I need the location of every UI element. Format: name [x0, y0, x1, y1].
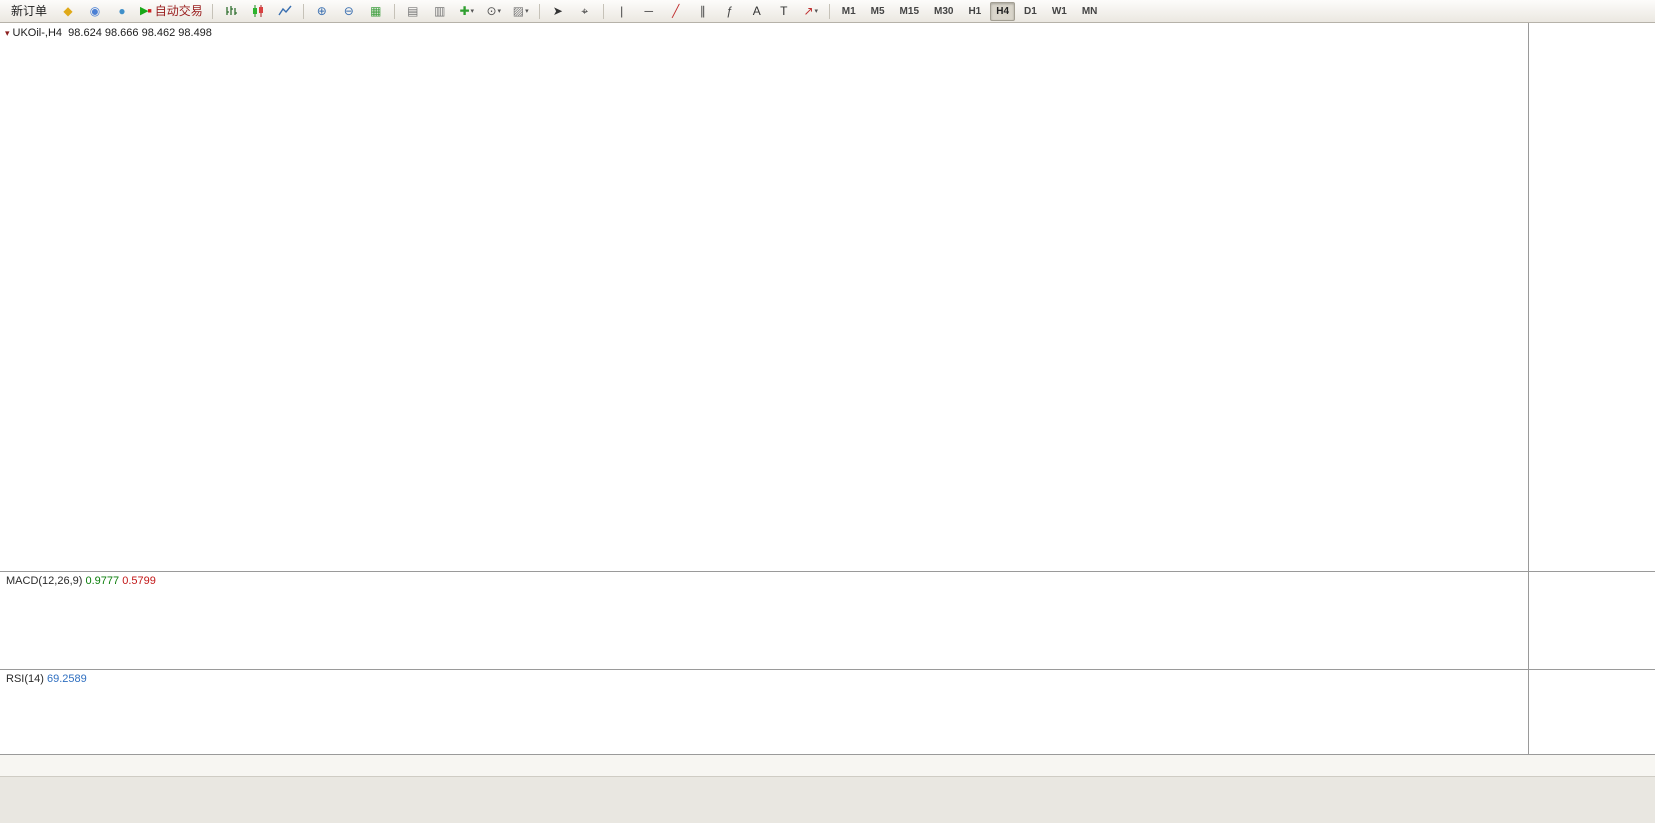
- auto-trading-label: 自动交易: [154, 4, 203, 18]
- channel-icon[interactable]: ∥: [699, 4, 706, 18]
- timeframe-button-h1[interactable]: H1: [968, 5, 982, 17]
- templates-icon[interactable]: ▨ ▾: [512, 4, 529, 18]
- zoom-in-icon[interactable]: ⊕: [316, 4, 327, 18]
- dropdown-arrow-icon: ▾: [470, 7, 475, 15]
- bottom-strip: [0, 776, 1655, 823]
- indicators-icon[interactable]: ✚ ▾: [459, 4, 475, 18]
- macd-axis[interactable]: [1528, 572, 1655, 669]
- timeframe-button-mn[interactable]: MN: [1081, 5, 1098, 17]
- horizontal-line-icon[interactable]: ─: [644, 4, 653, 18]
- vertical-line-icon[interactable]: |: [620, 4, 624, 18]
- macd-signal-value: 0.5799: [122, 575, 156, 587]
- timeframe-button-m15[interactable]: M15: [899, 5, 919, 17]
- timeframe-button-h4[interactable]: H4: [990, 1, 1016, 21]
- main-chart-canvas[interactable]: [0, 23, 1528, 571]
- zoom-out-icon[interactable]: ⊖: [343, 4, 354, 18]
- autotrade-stop-icon: ■: [147, 7, 152, 15]
- new-order-button[interactable]: 新订单: [11, 4, 48, 18]
- time-axis[interactable]: [0, 754, 1655, 776]
- macd-value: 0.9777: [85, 575, 120, 587]
- toolbar: 新订单 ◆ ◉ ● ▶ ■ 自动交易 ⊕ ⊖ ▦ ▤ ▥ ✚ ▾ ⊙ ▾ ▨ ▾ ➤ ⌖ | ─ ╱ ∥ ƒ A T ↗ ▾ M1 M5 M1…: [0, 0, 1655, 23]
- cursor-icon[interactable]: ➤: [552, 4, 563, 18]
- chart-title: ▾ UKOil-,H4 98.624 98.666 98.462 98.498: [5, 27, 212, 39]
- symbol-label: UKOil-,H4: [12, 27, 63, 39]
- timeframe-button-m1[interactable]: M1: [841, 5, 856, 17]
- main-chart-panel[interactable]: ▾ UKOil-,H4 98.624 98.666 98.462 98.498: [0, 23, 1655, 571]
- periods-icon[interactable]: ⊙ ▾: [486, 4, 502, 18]
- price-axis[interactable]: [1528, 23, 1655, 571]
- arrows-tool-icon[interactable]: ↗ ▾: [803, 4, 819, 18]
- arrange-charts-icon[interactable]: ▤: [407, 4, 419, 18]
- fibonacci-icon[interactable]: ƒ: [726, 4, 734, 18]
- crosshair-icon[interactable]: ⌖: [581, 4, 589, 18]
- rsi-canvas[interactable]: [0, 670, 1528, 754]
- autotrade-play-icon: ▶: [140, 4, 149, 17]
- dropdown-arrow-icon: ▾: [525, 7, 529, 15]
- search-icon[interactable]: [1625, 1, 1651, 22]
- macd-panel[interactable]: MACD(12,26,9) 0.9777 0.5799: [0, 571, 1655, 669]
- bar-chart-icon[interactable]: [218, 1, 244, 22]
- timeframe-button-m5[interactable]: M5: [870, 5, 885, 17]
- timeframe-button-w1[interactable]: W1: [1051, 5, 1067, 17]
- timeframe-button-m30[interactable]: M30: [934, 5, 954, 17]
- chart-shift-icon[interactable]: ▥: [434, 4, 446, 18]
- rsi-panel[interactable]: RSI(14) 69.2589: [0, 669, 1655, 754]
- macd-canvas[interactable]: [0, 572, 1528, 669]
- tile-windows-icon[interactable]: ▦: [370, 4, 382, 18]
- dropdown-arrow-icon: ▾: [497, 7, 502, 15]
- market-watch-icon[interactable]: ◆: [63, 4, 73, 18]
- rsi-axis[interactable]: [1528, 670, 1655, 754]
- candlestick-chart-icon[interactable]: [245, 1, 271, 22]
- rsi-value: 69.2589: [46, 673, 87, 685]
- trendline-icon[interactable]: ╱: [672, 4, 680, 18]
- text-icon[interactable]: A: [752, 4, 761, 18]
- line-chart-icon[interactable]: [272, 1, 298, 22]
- navigator-icon[interactable]: ●: [118, 4, 126, 18]
- timeframe-button-d1[interactable]: D1: [1024, 5, 1037, 17]
- data-window-icon[interactable]: ◉: [89, 4, 101, 18]
- macd-label: MACD(12,26,9) 0.9777 0.5799: [6, 575, 156, 587]
- chart-marker-icon: ▾: [5, 28, 10, 38]
- dropdown-arrow-icon: ▾: [814, 7, 819, 15]
- label-icon[interactable]: T: [780, 4, 788, 18]
- ohlc-label: 98.624 98.666 98.462 98.498: [68, 27, 212, 39]
- auto-trading-button[interactable]: ▶ ■ 自动交易: [136, 1, 207, 22]
- rsi-label: RSI(14) 69.2589: [6, 673, 87, 685]
